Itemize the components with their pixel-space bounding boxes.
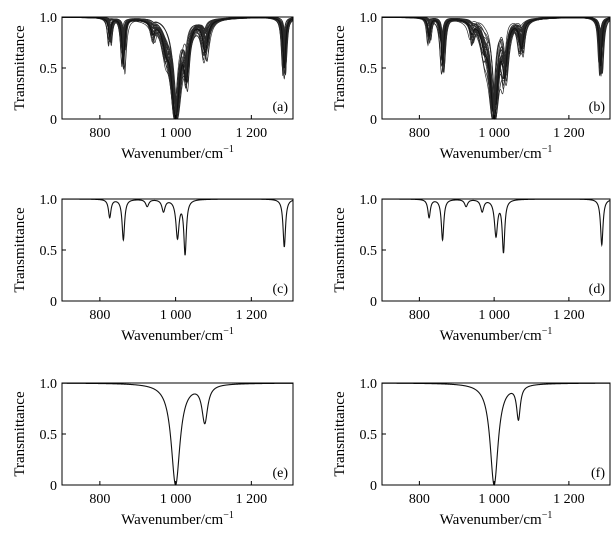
x-tick-label: 800 [89, 126, 110, 141]
x-tick-label: 800 [409, 492, 430, 507]
y-tick-label: 0 [50, 479, 57, 494]
x-tick-label: 1 200 [236, 308, 268, 323]
x-axis-title-text: Wavenumber/cm [121, 328, 223, 344]
x-axis-title-superscript: −1 [542, 510, 553, 521]
x-axis-title-text: Wavenumber/cm [440, 328, 542, 344]
spectrum-line [382, 198, 610, 254]
y-tick-label: 0.5 [40, 428, 58, 443]
spectrum-line [62, 382, 293, 486]
chart-panel: 0 0.5 1.0 800 1 000 1 200 (c) Transmittance Wave… [12, 193, 294, 344]
y-tick-label: 0.5 [360, 428, 378, 443]
panel-label: (d) [589, 282, 606, 297]
x-tick-label: 1 000 [478, 126, 510, 141]
x-axis-title: Wavenumber/cm−1 [121, 144, 234, 162]
y-tick-label: 0.5 [40, 62, 58, 77]
x-axis-title-text: Wavenumber/cm [121, 512, 223, 528]
spectrum-line [62, 198, 293, 256]
x-tick-label: 1 000 [160, 126, 192, 141]
x-axis-title-superscript: −1 [542, 326, 553, 337]
x-axis-title-superscript: −1 [223, 510, 234, 521]
y-axis-title: Transmittance [12, 207, 28, 293]
x-axis-title: Wavenumber/cm−1 [440, 510, 553, 528]
y-tick-label: 1.0 [360, 377, 378, 392]
panel-label: (f) [591, 466, 605, 481]
y-tick-label: 1.0 [360, 11, 378, 26]
x-axis-title-superscript: −1 [223, 144, 234, 155]
y-axis-title: Transmittance [332, 25, 348, 111]
x-axis-title: Wavenumber/cm−1 [121, 510, 234, 528]
y-tick-label: 1.0 [40, 193, 58, 208]
chart-panel: 0 0.5 1.0 800 1 000 1 200 (d) Transmittance Wave… [332, 193, 611, 344]
plot-frame [61, 198, 294, 302]
panel-label: (a) [272, 100, 288, 115]
chart-panel: 0 0.5 1.0 800 1 000 1 200 (f) Transmittance Wave… [332, 377, 611, 528]
x-axis-title-superscript: −1 [223, 326, 234, 337]
y-tick-label: 0 [50, 113, 57, 128]
x-axis-title-superscript: −1 [542, 144, 553, 155]
x-tick-label: 800 [89, 492, 110, 507]
y-tick-label: 0.5 [360, 244, 378, 259]
y-tick-label: 0.5 [40, 244, 58, 259]
spectrum-overlay-line [62, 16, 293, 105]
series-group [62, 16, 293, 120]
y-axis-title: Transmittance [12, 25, 28, 111]
y-tick-label: 0.5 [360, 62, 378, 77]
x-axis-title: Wavenumber/cm−1 [440, 144, 553, 162]
chart-panel: 0 0.5 1.0 800 1 000 1 200 (a) Transmittance Wave… [12, 11, 294, 162]
series-group [62, 382, 293, 486]
panel-label: (b) [589, 100, 606, 115]
series-group [382, 382, 610, 486]
y-tick-label: 1.0 [40, 11, 58, 26]
chart-panel: 0 0.5 1.0 800 1 000 1 200 (e) Transmittance Wave… [12, 377, 294, 528]
x-tick-label: 800 [409, 308, 430, 323]
x-tick-label: 1 200 [236, 126, 268, 141]
panel-label: (e) [272, 466, 288, 481]
x-tick-label: 1 200 [553, 126, 585, 141]
spectrum-line [382, 16, 610, 120]
series-group [382, 16, 610, 120]
x-axis-title-text: Wavenumber/cm [121, 146, 223, 162]
x-tick-label: 800 [409, 126, 430, 141]
x-tick-label: 1 200 [236, 492, 268, 507]
x-axis-title-text: Wavenumber/cm [440, 512, 542, 528]
series-group [62, 198, 293, 256]
y-tick-label: 0 [370, 113, 377, 128]
y-tick-label: 1.0 [40, 377, 58, 392]
x-tick-label: 1 000 [478, 308, 510, 323]
x-tick-label: 1 200 [553, 492, 585, 507]
chart-panel: 0 0.5 1.0 800 1 000 1 200 (b) Transmittance Wave… [332, 11, 611, 162]
y-axis-title: Transmittance [332, 207, 348, 293]
y-axis-title: Transmittance [332, 391, 348, 477]
panel-label: (c) [272, 282, 288, 297]
y-tick-label: 1.0 [360, 193, 378, 208]
x-tick-label: 1 000 [160, 492, 192, 507]
spectrum-overlay-line [62, 16, 293, 101]
spectrum-line [62, 16, 293, 120]
spectrum-line [382, 382, 610, 486]
x-tick-label: 1 200 [553, 308, 585, 323]
x-tick-label: 800 [89, 308, 110, 323]
series-group [382, 198, 610, 254]
plot-frame [381, 198, 611, 302]
y-axis-title: Transmittance [12, 391, 28, 477]
x-axis-title: Wavenumber/cm−1 [440, 326, 553, 344]
y-tick-label: 0 [50, 295, 57, 310]
y-tick-label: 0 [370, 479, 377, 494]
y-tick-label: 0 [370, 295, 377, 310]
x-tick-label: 1 000 [478, 492, 510, 507]
x-tick-label: 1 000 [160, 308, 192, 323]
x-axis-title-text: Wavenumber/cm [440, 146, 542, 162]
x-axis-title: Wavenumber/cm−1 [121, 326, 234, 344]
